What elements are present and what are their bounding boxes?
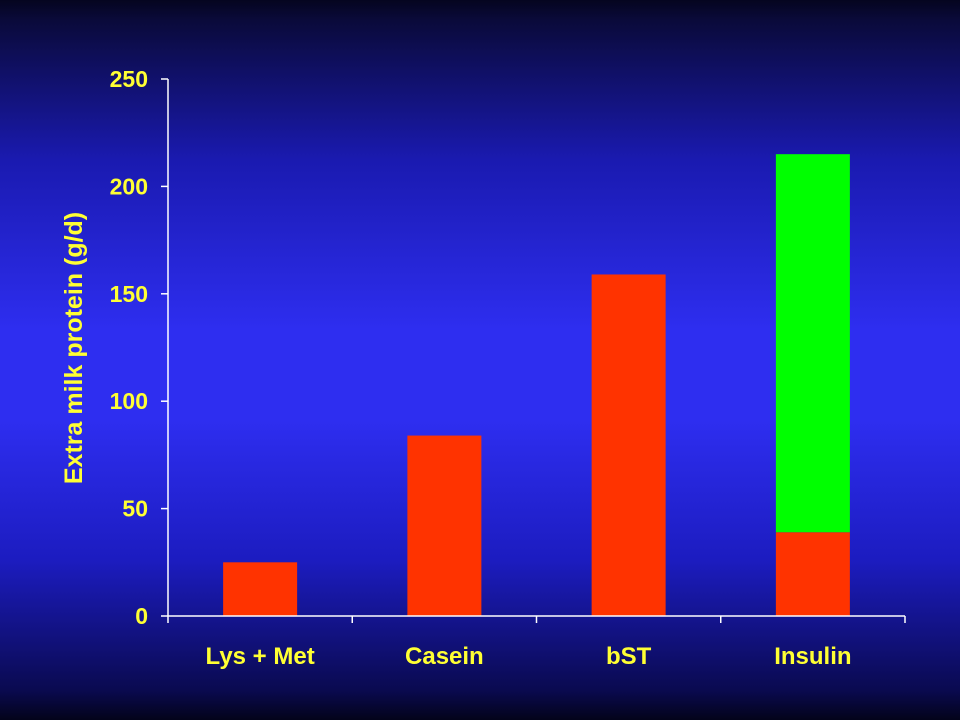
x-category-label: Lys + Met: [206, 643, 315, 670]
y-tick-label: 100: [110, 388, 148, 414]
axes-group: [161, 78, 906, 623]
bar-insulin-series-1: [775, 532, 850, 616]
x-category-label: Insulin: [774, 643, 851, 670]
y-tick-label: 0: [135, 603, 148, 629]
bars-group: [223, 154, 850, 616]
bar-bst-series-1: [591, 274, 666, 616]
bar-insulin-series-2: [775, 154, 850, 533]
y-tick-label: 200: [110, 173, 148, 199]
y-tick-label: 50: [122, 496, 148, 522]
y-axis-title: Extra milk protein (g/d): [60, 212, 88, 484]
bar-casein-series-1: [407, 435, 482, 616]
x-category-label: bST: [606, 643, 652, 670]
x-category-label: Casein: [405, 643, 484, 670]
bar-lys-met-series-1: [223, 562, 298, 616]
y-tick-label: 250: [110, 66, 148, 92]
y-tick-label: 150: [110, 281, 148, 307]
labels-group: 0 50 100 150 200 250 Lys + Met Casein bST Insulin…: [60, 66, 852, 670]
